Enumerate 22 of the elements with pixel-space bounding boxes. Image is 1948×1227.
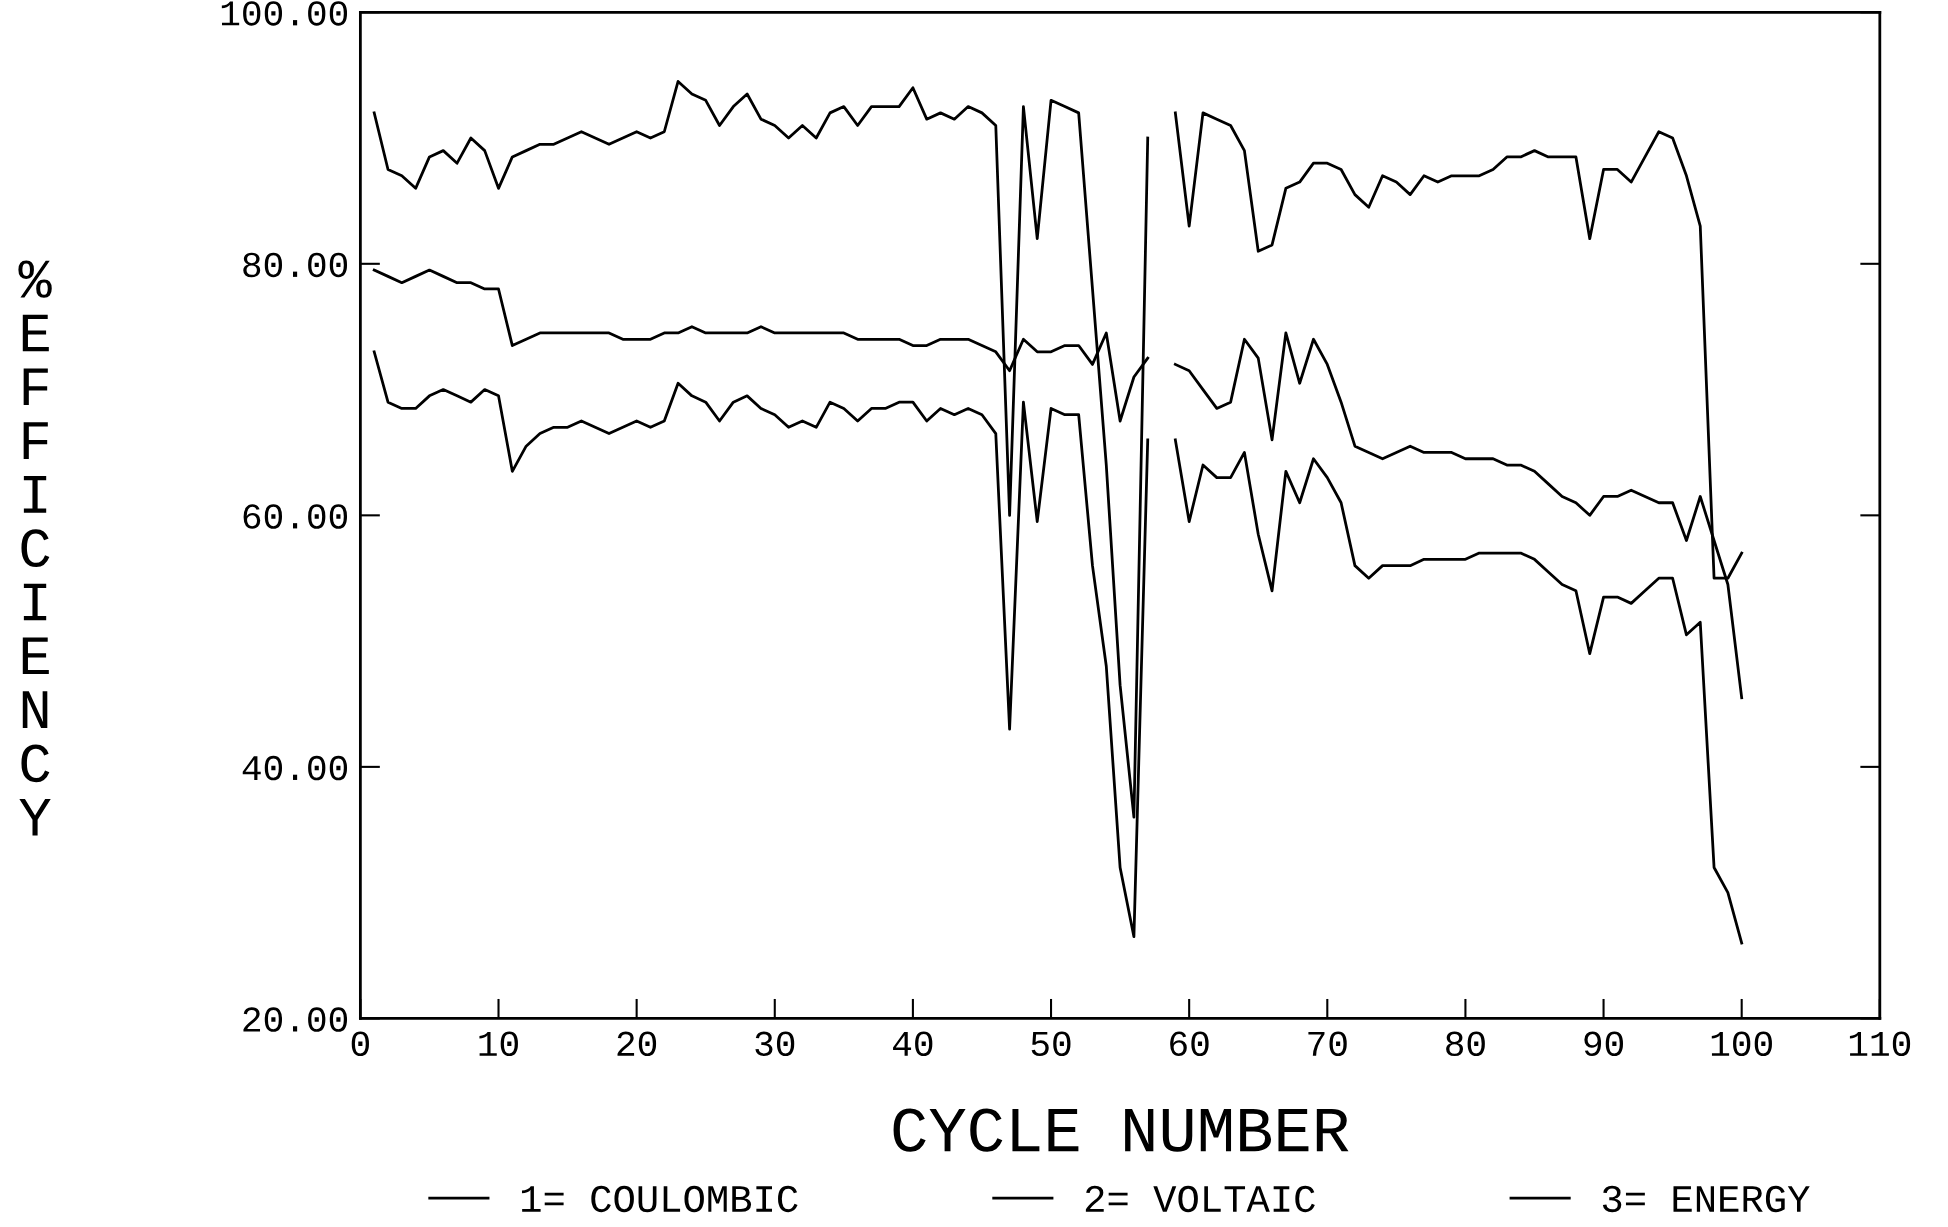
x-tick-label: 100: [1711, 1031, 1772, 1057]
x-tick-label: 80: [1446, 1031, 1485, 1057]
x-tick-label: 0: [351, 1031, 369, 1057]
text: % EFFICIENCY: [18, 260, 52, 836]
x-tick-label: 20: [617, 1031, 657, 1057]
x-tick-label: 50: [1031, 1031, 1071, 1057]
x-tick-label: 10: [479, 1031, 518, 1057]
legend-label: 1= COULOMBIC: [521, 1185, 798, 1213]
x-tick-label: 70: [1308, 1031, 1347, 1057]
x-tick-label: 30: [755, 1031, 795, 1057]
y-tick-label: 60.00: [243, 504, 348, 529]
y-tick-label: 40.00: [242, 755, 348, 781]
y-tick-label: 100.00: [221, 1, 348, 26]
y-tick-label: 80.00: [243, 252, 348, 278]
x-axis-title: CYCLE NUMBER: [893, 1108, 1349, 1152]
legend-label: 2= VOLTAIC: [1085, 1185, 1315, 1213]
y-tick-label: 20.00: [243, 1007, 348, 1032]
x-tick-label: 110: [1849, 1031, 1911, 1057]
legend-label: 3= ENERGY: [1602, 1185, 1810, 1213]
x-tick-label: 60: [1170, 1031, 1209, 1057]
x-tick-label: 40: [893, 1031, 933, 1057]
x-tick-label: 90: [1584, 1031, 1624, 1057]
